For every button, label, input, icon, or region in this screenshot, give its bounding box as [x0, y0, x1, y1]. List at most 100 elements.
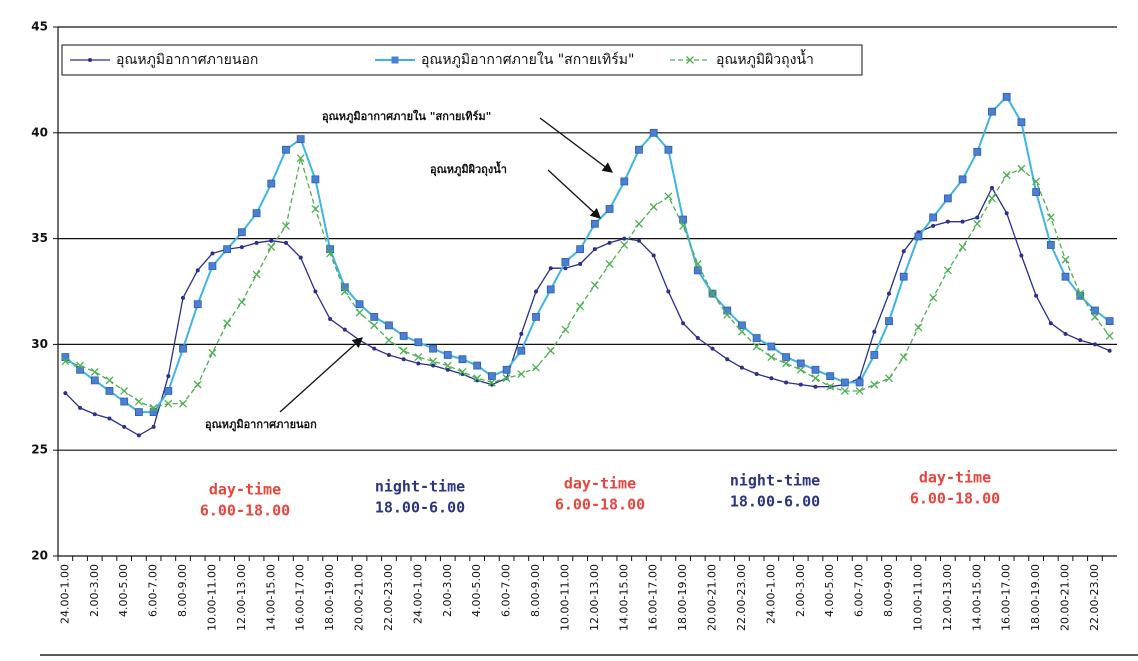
- x-tick-label: 14.00-15.00: [970, 564, 983, 631]
- point: [621, 178, 628, 185]
- period-name: day-time: [919, 469, 991, 487]
- point: [608, 241, 612, 245]
- point: [91, 377, 98, 384]
- point: [1018, 119, 1025, 126]
- point: [400, 347, 407, 354]
- point: [400, 332, 407, 339]
- point: [784, 380, 788, 384]
- point: [797, 360, 804, 367]
- x-tick-label: 4.00-5.00: [117, 564, 130, 617]
- point: [106, 387, 113, 394]
- point: [665, 193, 672, 200]
- point: [886, 318, 893, 325]
- period-hours: 6.00-18.00: [910, 490, 1000, 508]
- point: [578, 262, 582, 266]
- point: [650, 203, 657, 210]
- point: [622, 237, 626, 241]
- x-tick-label: 20.00-21.00: [353, 564, 366, 631]
- point: [577, 246, 584, 253]
- point: [1064, 332, 1068, 336]
- point: [269, 239, 273, 243]
- x-tick-label: 16.00-17.00: [647, 564, 660, 631]
- x-tick-label: 6.00-7.00: [500, 564, 513, 617]
- point: [740, 366, 744, 370]
- point: [1019, 254, 1023, 258]
- point: [238, 299, 245, 306]
- point: [768, 354, 775, 361]
- x-tick-label: 12.00-13.00: [588, 564, 601, 631]
- point: [533, 364, 540, 371]
- point: [255, 241, 259, 245]
- x-tick-label: 8.00-9.00: [529, 564, 542, 617]
- point: [238, 229, 245, 236]
- point: [696, 336, 700, 340]
- point: [591, 220, 598, 227]
- annotation: อุณหภูมิอากาศภายนอก: [205, 418, 317, 432]
- point: [827, 373, 834, 380]
- point: [209, 263, 216, 270]
- point: [268, 180, 275, 187]
- point: [121, 387, 128, 394]
- point: [650, 129, 657, 136]
- point: [1047, 241, 1054, 248]
- point: [547, 286, 554, 293]
- point: [459, 356, 466, 363]
- point: [210, 251, 214, 255]
- x-tick-label: 18.00-19.00: [676, 564, 689, 631]
- series-line: [65, 97, 1109, 412]
- x-tick-label: 14.00-15.00: [617, 564, 630, 631]
- period-name: day-time: [564, 475, 636, 493]
- x-tick-label: 4.00-5.00: [470, 564, 483, 617]
- point: [812, 366, 819, 373]
- point: [328, 317, 332, 321]
- point: [240, 245, 244, 249]
- point: [209, 349, 216, 356]
- point: [959, 244, 966, 251]
- point: [812, 375, 819, 382]
- point: [224, 246, 231, 253]
- series-line: [65, 158, 1109, 408]
- point: [738, 322, 745, 329]
- point: [402, 357, 406, 361]
- point: [1062, 256, 1069, 263]
- point: [871, 351, 878, 358]
- annotation: อุณหภูมิผิวถุงน้ำ: [430, 161, 507, 177]
- point: [1018, 165, 1025, 172]
- x-tick-label: 12.00-13.00: [235, 564, 248, 631]
- x-tick-label: 12.00-13.00: [941, 564, 954, 631]
- point: [63, 391, 67, 395]
- point: [137, 433, 141, 437]
- point: [944, 195, 951, 202]
- point: [253, 271, 260, 278]
- x-tick-label: 24.00-1.00: [764, 564, 777, 624]
- point: [841, 379, 848, 386]
- point: [503, 366, 510, 373]
- point: [282, 146, 289, 153]
- point: [444, 351, 451, 358]
- point: [813, 385, 817, 389]
- point: [91, 368, 98, 375]
- x-tick-label: 8.00-9.00: [176, 564, 189, 617]
- point: [1034, 294, 1038, 298]
- point: [753, 335, 760, 342]
- point: [503, 375, 510, 382]
- point: [1062, 273, 1069, 280]
- point: [166, 374, 170, 378]
- point: [944, 267, 951, 274]
- point: [313, 290, 317, 294]
- period-hours: 6.00-18.00: [200, 502, 290, 520]
- period-hours: 18.00-6.00: [730, 493, 820, 511]
- y-tick-label: 20: [31, 549, 48, 563]
- point: [593, 247, 597, 251]
- x-tick-label: 6.00-7.00: [853, 564, 866, 617]
- point: [387, 353, 391, 357]
- point: [591, 282, 598, 289]
- point: [196, 268, 200, 272]
- point: [886, 375, 893, 382]
- point: [416, 361, 420, 365]
- point: [637, 239, 641, 243]
- point: [577, 303, 584, 310]
- point: [533, 313, 540, 320]
- point: [534, 290, 538, 294]
- x-tick-label: 10.00-11.00: [205, 564, 218, 631]
